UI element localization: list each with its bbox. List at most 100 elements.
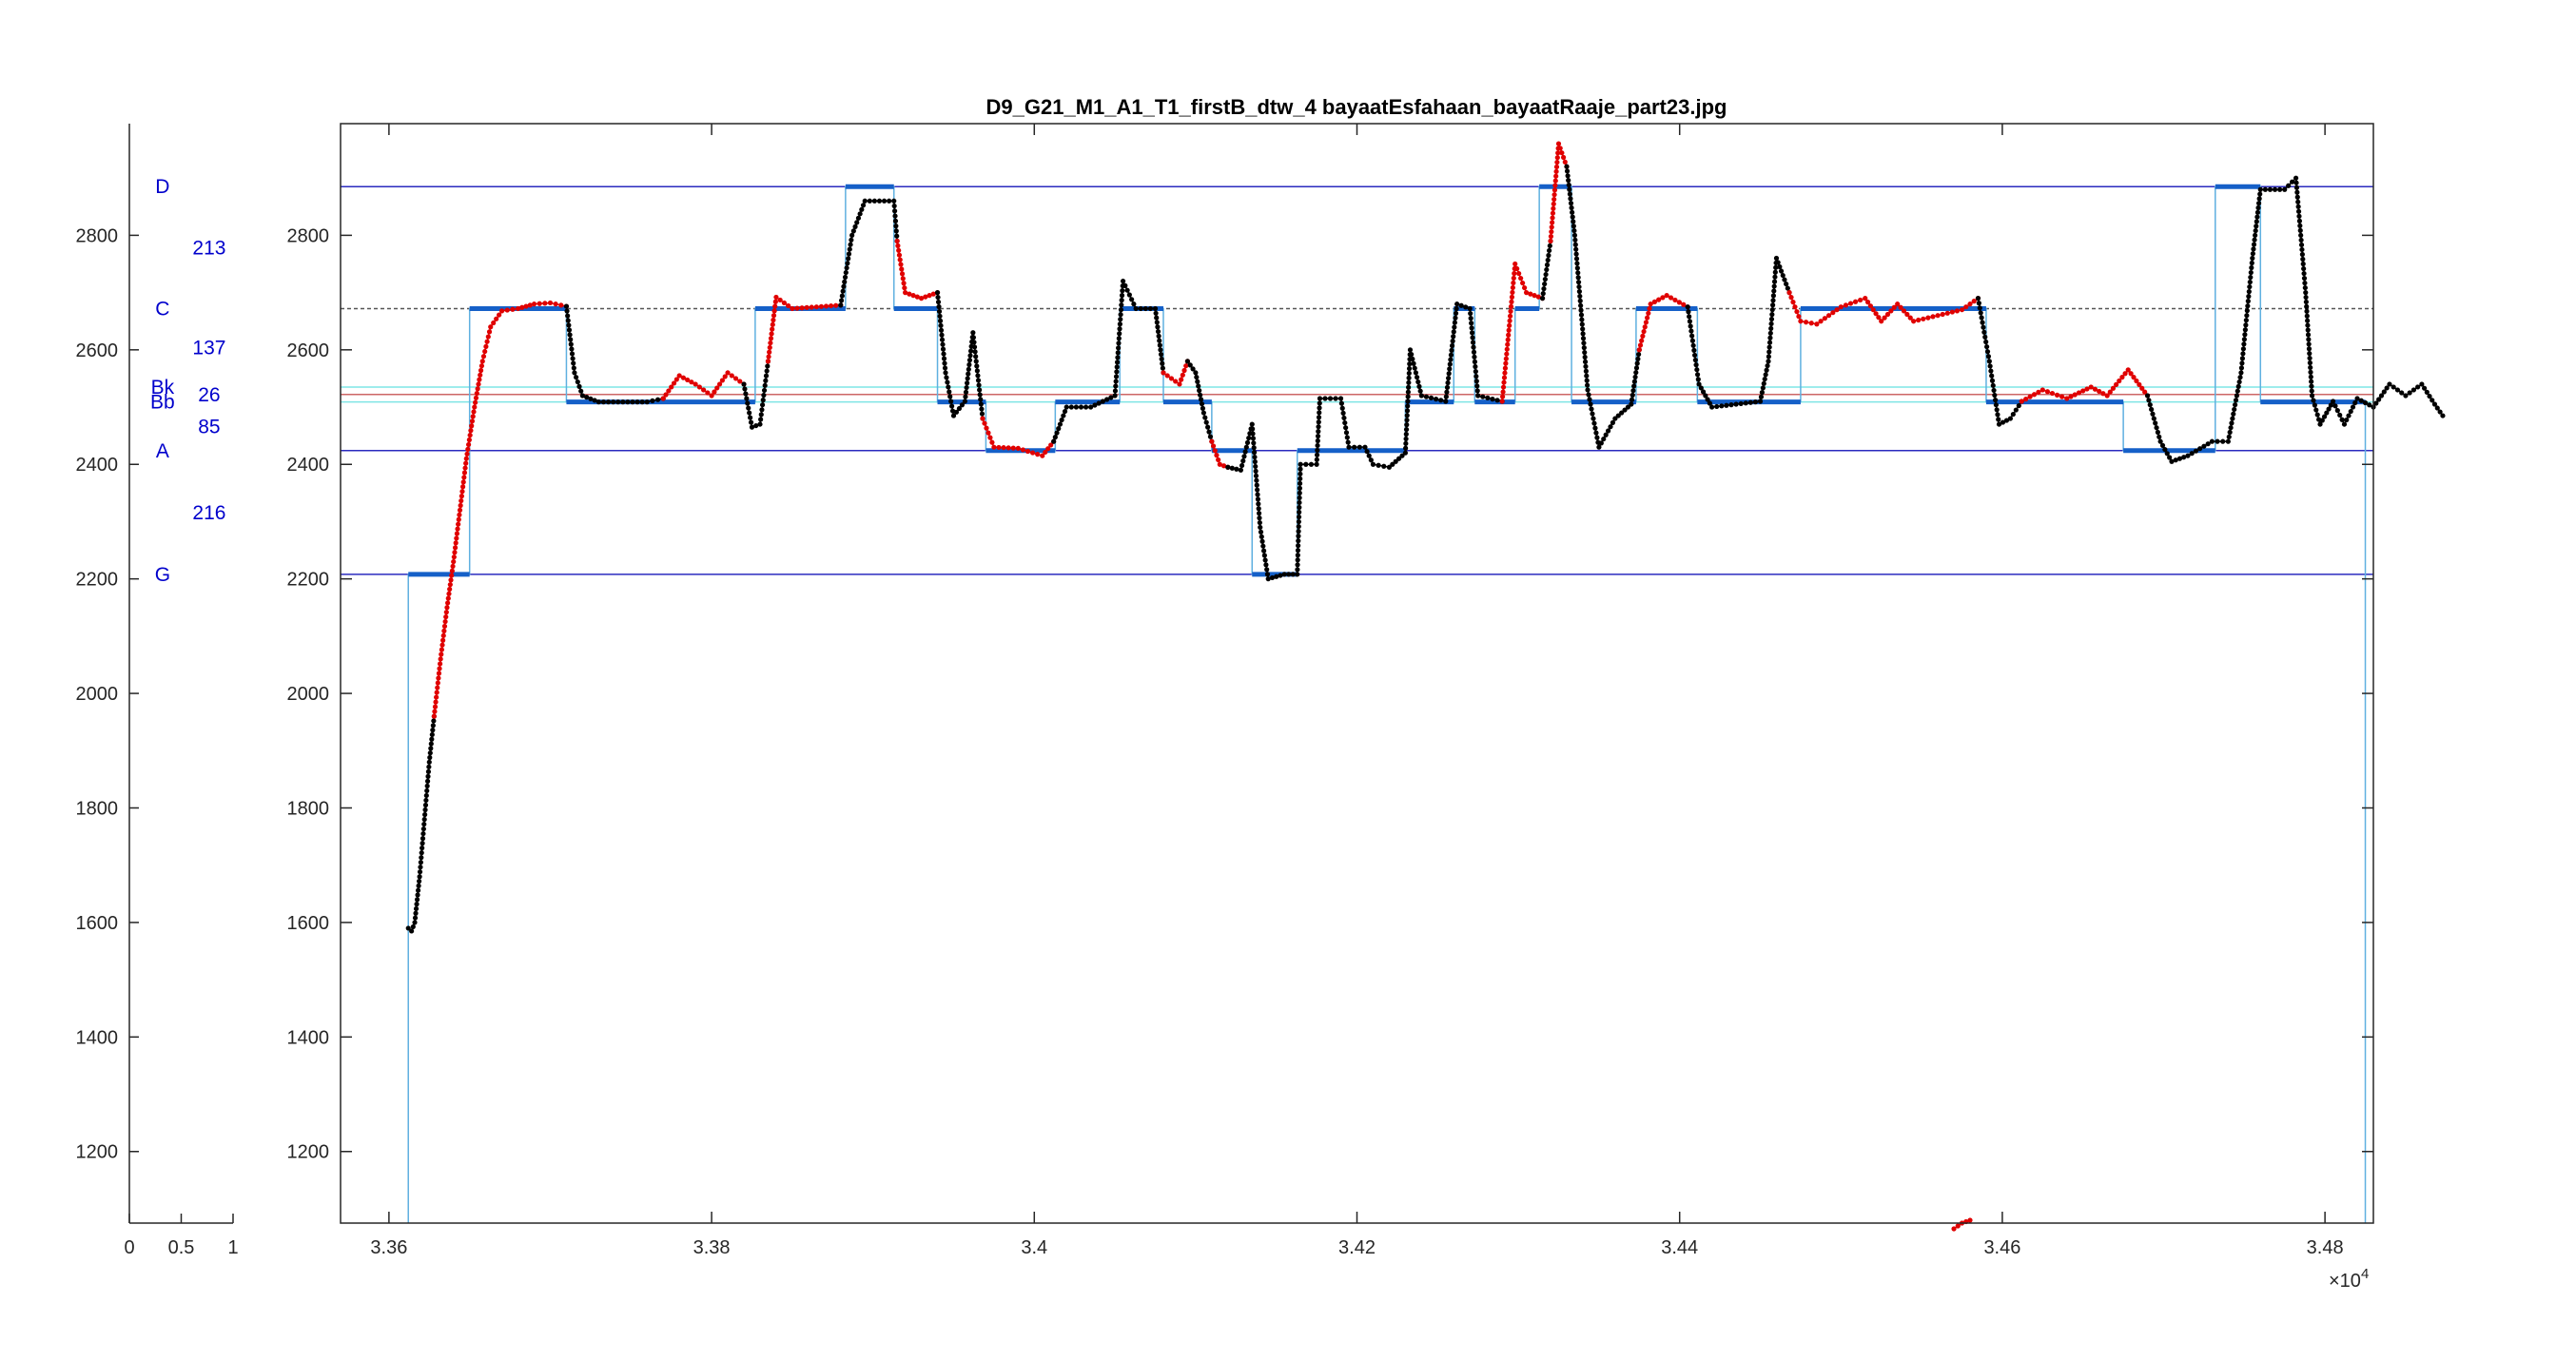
pitch-sample-point	[2332, 403, 2338, 409]
pitch-sample-point	[1296, 538, 1301, 544]
pitch-sample-point	[448, 577, 454, 583]
pitch-sample-point	[2257, 186, 2263, 192]
pitch-sample-point	[1126, 292, 1132, 298]
pitch-sample-point	[571, 360, 576, 366]
pitch-sample-point	[1554, 155, 1560, 161]
pitch-sample-point	[1446, 376, 1452, 381]
pitch-sample-point	[1154, 320, 1160, 325]
pitch-sample-point	[1687, 319, 1693, 324]
pitch-sample-point	[2036, 389, 2041, 395]
pitch-sample-point	[996, 444, 1002, 451]
pitch-sample-point	[1707, 400, 1712, 406]
pitch-sample-point	[1295, 553, 1300, 558]
pitch-sample-point	[1263, 562, 1269, 568]
pitch-sample-point	[1298, 476, 1303, 481]
pitch-sample-point	[2072, 392, 2078, 398]
pitch-sample-point	[1056, 426, 1062, 432]
pitch-sample-point	[1417, 388, 1423, 394]
pitch-sample-point	[1898, 304, 1903, 310]
pitch-sample-point	[892, 218, 899, 224]
pitch-sample-point	[1054, 430, 1060, 436]
pitch-sample-point	[1468, 316, 1473, 321]
pitch-sample-point	[1315, 447, 1320, 454]
pitch-sample-point	[1207, 434, 1214, 439]
pitch-sample-point	[1996, 421, 2002, 427]
pitch-sample-point	[871, 198, 877, 204]
pitch-sample-point	[1409, 352, 1415, 358]
pitch-sample-point	[1634, 360, 1640, 366]
pitch-sample-point	[578, 388, 584, 394]
pitch-sample-point	[927, 293, 932, 299]
pitch-sample-point	[1603, 432, 1609, 437]
pitch-sample-point	[1688, 328, 1694, 334]
pitch-sample-point	[898, 262, 904, 267]
main-xtick-label: 3.38	[693, 1237, 731, 1258]
pitch-sample-point	[2247, 279, 2253, 285]
pitch-sample-point	[1119, 302, 1124, 308]
pitch-sample-point	[568, 337, 574, 342]
pitch-sample-point	[2286, 183, 2292, 188]
pitch-sample-point	[1264, 572, 1271, 577]
pitch-sample-point	[1051, 438, 1057, 444]
pitch-sample-point	[2403, 393, 2409, 399]
pitch-sample-point	[1523, 290, 1530, 296]
pitch-sample-point	[2254, 219, 2259, 224]
pitch-sample-point	[2049, 390, 2056, 397]
pitch-sample-point	[2415, 384, 2421, 390]
pitch-sample-point	[1786, 290, 1792, 296]
pitch-sample-point	[2243, 318, 2249, 323]
pitch-sample-point	[2233, 398, 2239, 403]
pitch-sample-point	[2245, 299, 2251, 304]
pitch-sample-point	[1068, 404, 1074, 410]
pitch-sample-point	[2314, 412, 2320, 418]
pitch-sample-point	[2246, 294, 2252, 300]
pitch-sample-point	[1411, 360, 1416, 366]
pitch-sample-point	[959, 402, 965, 408]
pitch-sample-point	[1778, 268, 1785, 274]
pitch-sample-point	[420, 841, 425, 846]
pitch-sample-point	[1660, 295, 1666, 301]
pitch-sample-point	[1253, 463, 1259, 470]
pitch-sample-point	[1243, 444, 1249, 450]
pitch-sample-point	[973, 359, 979, 364]
pitch-sample-point	[1473, 363, 1478, 370]
pitch-sample-point	[1989, 378, 1996, 383]
pitch-sample-point	[2304, 303, 2310, 309]
pitch-sample-point	[1591, 420, 1597, 426]
pitch-sample-point	[1181, 367, 1187, 374]
pitch-sample-point	[1770, 293, 1776, 299]
pitch-sample-point	[2215, 438, 2220, 444]
pitch-sample-point	[2301, 275, 2308, 282]
pitch-sample-point	[2381, 389, 2387, 395]
pitch-sample-point	[849, 232, 855, 239]
pitch-sample-point	[914, 294, 920, 300]
pitch-sample-point	[1258, 524, 1263, 531]
pitch-sample-point	[1404, 418, 1410, 423]
pitch-sample-point	[1156, 333, 1161, 339]
pitch-sample-point	[1582, 349, 1588, 356]
pitch-sample-point	[895, 243, 901, 248]
pitch-sample-point	[2209, 438, 2215, 444]
pitch-sample-point	[2262, 186, 2268, 192]
pitch-sample-point	[1393, 458, 1398, 464]
pitch-sample-point	[1015, 445, 1021, 451]
pitch-sample-point	[1930, 314, 1936, 320]
pitch-sample-point	[2303, 294, 2309, 301]
main-axes: 1200 1400 1600 1800 2000 2200 2400 2600 2800 3.3…	[287, 95, 2446, 1292]
pitch-sample-point	[2296, 213, 2302, 219]
pitch-sample-point	[2185, 453, 2191, 458]
pitch-sample-point	[1180, 372, 1185, 378]
pitch-sample-point	[852, 224, 858, 229]
pitch-sample-point	[965, 376, 970, 381]
pitch-sample-point	[2249, 264, 2254, 271]
pitch-sample-point	[1577, 293, 1583, 300]
pitch-sample-point	[1142, 305, 1148, 312]
pitch-sample-point	[1505, 341, 1511, 347]
pitch-sample-point	[942, 360, 947, 366]
pitch-sample-point	[1138, 305, 1143, 312]
pitch-sample-point	[579, 393, 586, 399]
pitch-sample-point	[2384, 385, 2390, 391]
pitch-sample-point	[1518, 275, 1524, 282]
pitch-sample-point	[2300, 256, 2306, 262]
pitch-sample-point	[2309, 379, 2314, 384]
